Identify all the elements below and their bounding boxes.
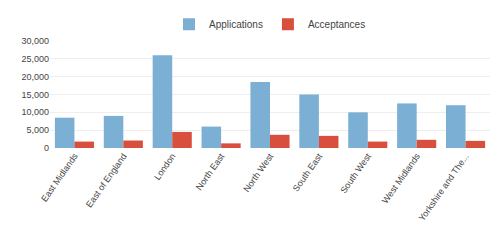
svg-text:30,000: 30,000 (21, 36, 49, 46)
svg-text:North East: North East (194, 151, 227, 192)
svg-text:5,000: 5,000 (26, 125, 49, 135)
svg-text:15,000: 15,000 (21, 90, 49, 100)
svg-text:South East: South East (291, 151, 325, 193)
svg-text:Applications: Applications (209, 19, 263, 30)
svg-text:20,000: 20,000 (21, 72, 49, 82)
svg-text:Yorkshire and The...: Yorkshire and The... (417, 151, 471, 222)
svg-text:25,000: 25,000 (21, 54, 49, 64)
svg-text:0: 0 (44, 143, 49, 153)
svg-text:London: London (152, 151, 177, 181)
svg-text:East Midlands: East Midlands (39, 151, 80, 203)
svg-text:Acceptances: Acceptances (308, 19, 365, 30)
svg-text:East of England: East of England (84, 151, 129, 209)
svg-text:10,000: 10,000 (21, 107, 49, 117)
svg-text:West Midlands: West Midlands (380, 151, 422, 205)
svg-text:North West: North West (241, 151, 275, 194)
svg-text:South West: South West (338, 151, 373, 195)
